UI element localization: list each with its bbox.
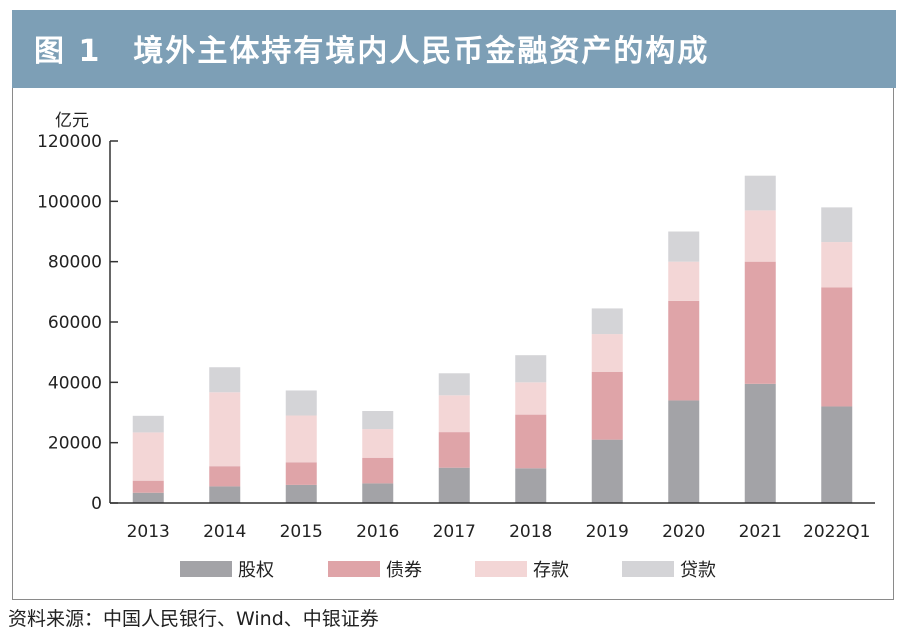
- bar-segment-债券-2019: [591, 371, 623, 440]
- bar-segment-股权-2016: [362, 483, 394, 503]
- source-note: 资料来源：中国人民银行、Wind、中银证券: [8, 608, 379, 630]
- bar-segment-存款-2015: [285, 415, 317, 463]
- x-tick-label: 2013: [127, 522, 170, 542]
- legend-label: 债券: [386, 560, 422, 581]
- bar-segment-债券-2015: [285, 462, 317, 485]
- x-tick-label: 2016: [356, 522, 399, 542]
- bar-segment-债券-2018: [515, 414, 547, 469]
- x-tick-label: 2017: [433, 522, 476, 542]
- bar-segment-存款-2021: [744, 210, 776, 262]
- bar-segment-股权-2014: [209, 486, 241, 503]
- legend-item-存款: 存款: [475, 560, 569, 581]
- bar-segment-股权-2013: [132, 492, 164, 503]
- legend-swatch: [180, 561, 232, 577]
- legend-item-债券: 债券: [328, 560, 422, 581]
- y-tick-label: 120000: [37, 132, 102, 152]
- bar-segment-债券-2016: [362, 457, 394, 484]
- chart-frame: [12, 88, 894, 600]
- y-tick-label: 0: [91, 494, 102, 514]
- bar-segment-债券-2013: [132, 480, 164, 493]
- legend-item-贷款: 贷款: [622, 560, 716, 581]
- bar-segment-债券-2020: [668, 300, 700, 401]
- figure-title: 图 1 境外主体持有境内人民币金融资产的构成: [34, 34, 710, 69]
- bar-segment-贷款-2022Q1: [821, 207, 853, 243]
- bar-segment-存款-2019: [591, 334, 623, 372]
- bar-segment-贷款-2013: [132, 415, 164, 433]
- bar-segment-债券-2022Q1: [821, 287, 853, 407]
- bar-segment-债券-2017: [438, 432, 470, 468]
- x-tick-label: 2020: [662, 522, 705, 542]
- legend-label: 股权: [238, 560, 274, 581]
- figure-title-bar: 图 1 境外主体持有境内人民币金融资产的构成: [12, 10, 896, 88]
- bar-segment-贷款-2016: [362, 410, 394, 430]
- y-tick-label: 40000: [48, 373, 102, 393]
- x-tick-label: 2018: [509, 522, 552, 542]
- bar-segment-贷款-2021: [744, 175, 776, 211]
- bar-segment-债券-2014: [209, 466, 241, 487]
- x-tick-label: 2015: [280, 522, 323, 542]
- y-tick-label: 60000: [48, 313, 102, 333]
- bar-segment-存款-2016: [362, 429, 394, 458]
- x-axis: 2013 2014 2015 2016 2017 2018 2019 2020 2021 2022…: [110, 502, 875, 542]
- bar-segment-贷款-2014: [209, 367, 241, 393]
- y-axis-unit-label: 亿元: [55, 111, 89, 131]
- y-tick-label: 80000: [48, 253, 102, 273]
- bar-segment-股权-2021: [744, 383, 776, 503]
- bar-segment-贷款-2018: [515, 355, 547, 383]
- legend-swatch: [622, 561, 674, 577]
- y-tick-label: 100000: [37, 192, 102, 212]
- y-tick-label: 20000: [48, 434, 102, 454]
- legend-item-股权: 股权: [180, 560, 274, 581]
- bar-segment-贷款-2019: [591, 308, 623, 335]
- bar-segment-股权-2018: [515, 468, 547, 503]
- bar-segment-股权-2019: [591, 439, 623, 503]
- x-tick-label: 2014: [203, 522, 246, 542]
- bar-segment-股权-2022Q1: [821, 406, 853, 503]
- bar-segment-存款-2014: [209, 392, 241, 467]
- x-tick-label: 2021: [739, 522, 782, 542]
- legend-swatch: [328, 561, 380, 577]
- bar-segment-股权-2017: [438, 467, 470, 503]
- bar-segment-贷款-2020: [668, 231, 700, 262]
- bar-segment-股权-2020: [668, 400, 700, 503]
- legend-swatch: [475, 561, 527, 577]
- legend-label: 贷款: [680, 560, 716, 581]
- bar-segment-债券-2021: [744, 261, 776, 384]
- bar-segment-存款-2022Q1: [821, 242, 853, 288]
- x-tick-label: 2022Q1: [803, 522, 870, 542]
- bar-segment-存款-2013: [132, 432, 164, 481]
- bar-segment-存款-2018: [515, 382, 547, 415]
- bar-segment-贷款-2017: [438, 373, 470, 396]
- bar-segment-贷款-2015: [285, 390, 317, 416]
- legend-label: 存款: [533, 560, 569, 581]
- legend: 股权 债券 存款 贷款: [180, 560, 716, 581]
- bars: [132, 175, 853, 503]
- bar-segment-存款-2020: [668, 261, 700, 301]
- x-tick-label: 2019: [586, 522, 629, 542]
- bar-segment-存款-2017: [438, 395, 470, 433]
- bar-segment-股权-2015: [285, 484, 317, 503]
